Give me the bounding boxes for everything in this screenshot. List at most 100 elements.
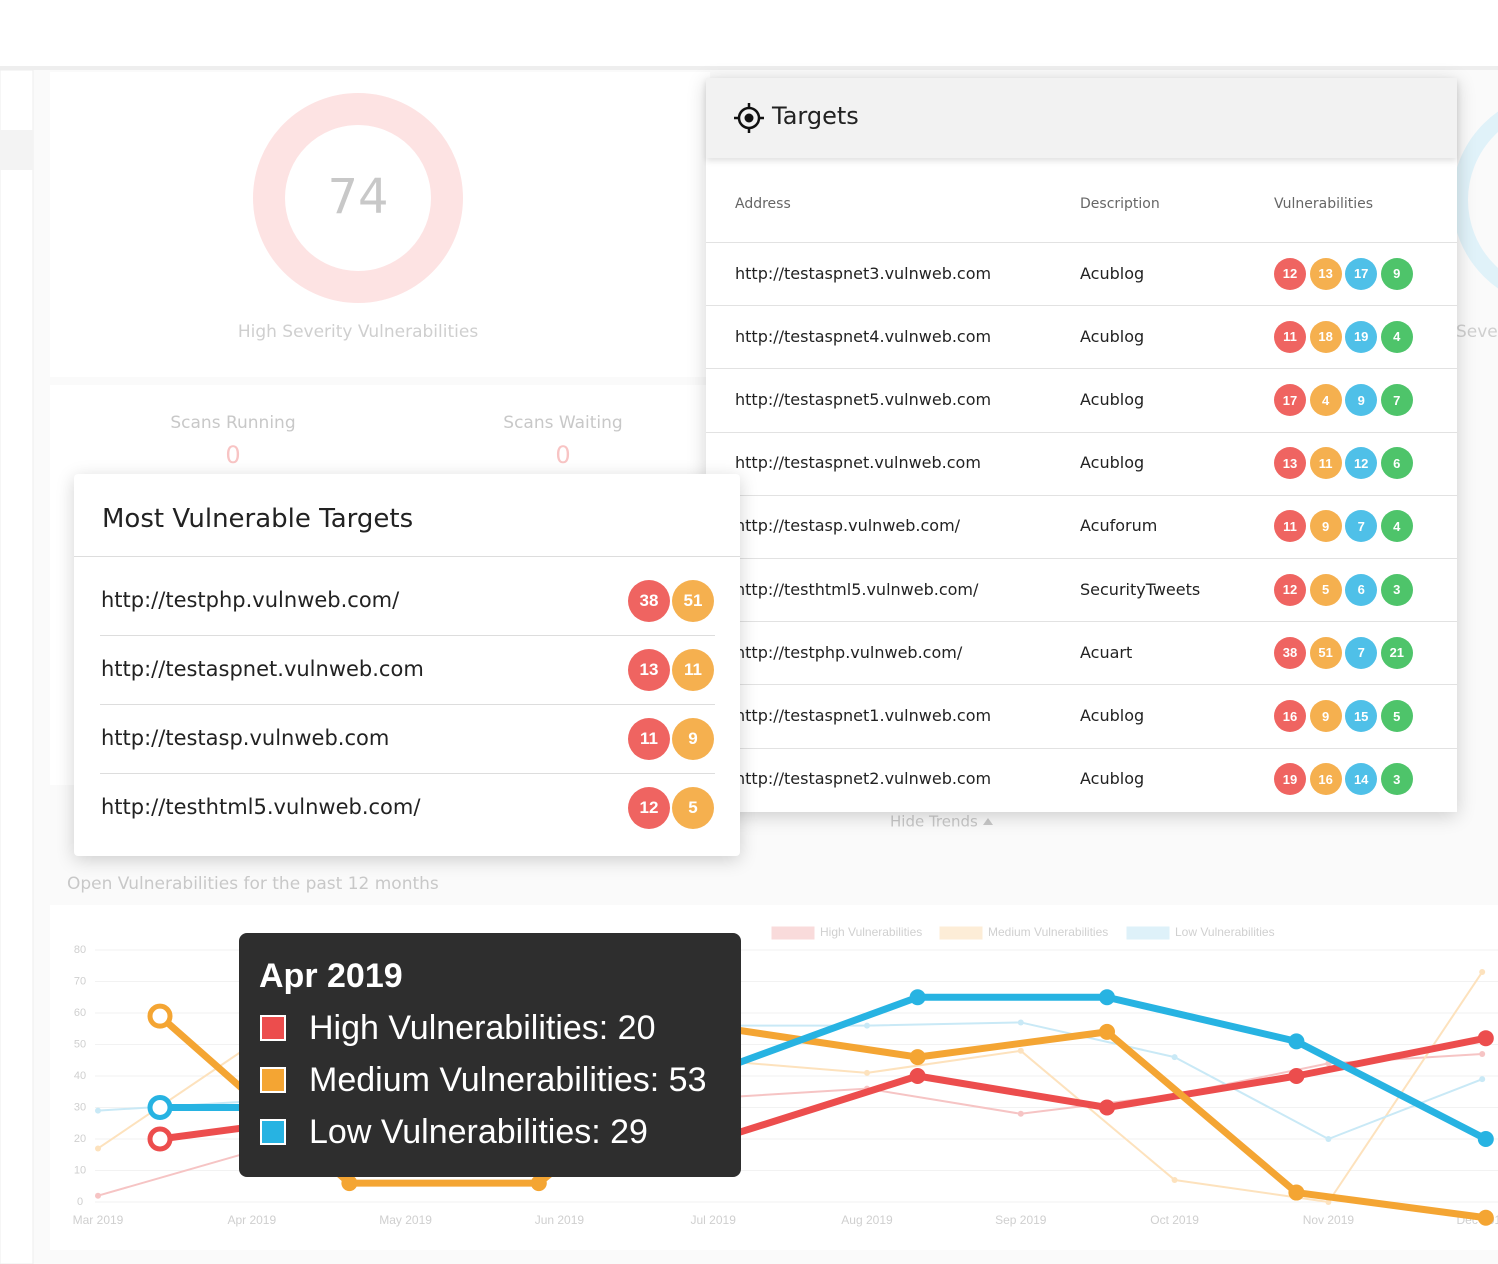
- scan-label: Scans Running: [170, 413, 295, 433]
- y-tick-label: 40: [74, 1070, 86, 1082]
- top-bar-shadow: [0, 66, 1498, 70]
- target-address: http://testaspnet.vulnweb.com: [101, 657, 424, 681]
- vulnerability-badge: 11: [628, 718, 670, 760]
- vulnerability-badge: 4: [1380, 510, 1413, 543]
- data-point: [1477, 1030, 1494, 1047]
- data-point: [1288, 1033, 1305, 1050]
- vulnerability-badge: 17: [1274, 384, 1306, 416]
- vulnerability-badge: 5: [1309, 573, 1342, 606]
- trend-line: [157, 1013, 1487, 1222]
- row-divider: [706, 431, 1457, 433]
- target-address: http://testhtml5.vulnweb.com/: [735, 579, 979, 599]
- data-point: [95, 1107, 101, 1114]
- vulnerability-badge: 4: [1380, 320, 1413, 353]
- data-point: [1171, 1054, 1178, 1061]
- vulnerability-badge: 6: [1380, 447, 1413, 480]
- card-title: Targets: [772, 102, 859, 130]
- vulnerability-badge: 4: [1309, 384, 1342, 416]
- scan-label: Scans Waiting: [503, 413, 622, 433]
- y-tick-label: 70: [74, 975, 86, 987]
- vulnerability-badge: 6: [1345, 573, 1378, 606]
- row-divider: [706, 494, 1457, 496]
- vulnerability-badge: 5: [672, 787, 714, 829]
- data-point: [95, 1192, 101, 1199]
- x-tick-label: Sep 2019: [995, 1213, 1047, 1227]
- vulnerability-badge: 17: [1345, 257, 1378, 290]
- x-tick-label: May 2019: [379, 1213, 432, 1227]
- vulnerability-badge: 7: [1345, 510, 1378, 543]
- vulnerability-badge: 11: [1274, 320, 1306, 353]
- vulnerability-badge: 21: [1380, 636, 1413, 669]
- donut: [253, 93, 463, 303]
- legend-label: High Vulnerabilities: [820, 925, 922, 939]
- target-address: http://testaspnet4.vulnweb.com: [735, 326, 992, 346]
- caret-icon: [983, 818, 993, 825]
- data-point: [1171, 1176, 1178, 1183]
- vulnerability-badge: 18: [1309, 320, 1342, 353]
- sidebar-item: [0, 130, 33, 170]
- x-tick-label: Nov 2019: [1303, 1213, 1355, 1227]
- donut-value: 74: [327, 169, 388, 225]
- data-point: [147, 1095, 173, 1120]
- most-vulnerable-card: Most Vulnerable Targets http://testphp.v…: [74, 474, 740, 856]
- column-header: Vulnerabilities: [1274, 196, 1374, 212]
- data-point: [1099, 1099, 1115, 1116]
- target-address: http://testaspnet2.vulnweb.com: [735, 769, 992, 789]
- vulnerability-badge: 12: [628, 787, 670, 829]
- target-description: Acuforum: [1080, 516, 1158, 536]
- data-point: [1017, 1110, 1024, 1117]
- target-address: http://testaspnet1.vulnweb.com: [735, 706, 992, 725]
- y-tick-label: 80: [74, 944, 86, 956]
- chart-tooltip: Apr 2019 High Vulnerabilities: 20 Medium …: [239, 933, 741, 1177]
- row-divider: [706, 305, 1457, 307]
- x-tick-label: Aug 2019: [841, 1213, 893, 1227]
- y-tick-label: 10: [74, 1164, 86, 1176]
- vulnerability-badge: 13: [1274, 447, 1306, 480]
- vulnerability-badge: 13: [1309, 257, 1342, 290]
- target-address: http://testasp.vulnweb.com/: [735, 516, 961, 536]
- vulnerability-badge: 15: [1345, 700, 1378, 732]
- top-bar: [0, 0, 1498, 66]
- target-description: Acublog: [1080, 453, 1145, 473]
- vulnerability-badge: 51: [1309, 636, 1342, 669]
- vulnerability-badge: 9: [672, 718, 714, 760]
- vulnerability-badge: 12: [1274, 573, 1306, 606]
- vulnerability-badge: 14: [1345, 763, 1378, 796]
- row-divider: [100, 773, 715, 774]
- legend-label: Low Vulnerabilities: [1175, 925, 1275, 939]
- legend-label: Medium Vulnerabilities: [988, 925, 1108, 939]
- x-tick-label: Oct 2019: [1150, 1213, 1199, 1227]
- target-address: http://testasp.vulnweb.com: [101, 726, 390, 750]
- vulnerability-badge: 16: [1309, 763, 1342, 796]
- data-point: [95, 1145, 101, 1152]
- card-title: Most Vulnerable Targets: [102, 504, 414, 534]
- data-point: [1288, 1184, 1305, 1201]
- data-point: [909, 989, 926, 1006]
- scan-value: 0: [225, 441, 240, 469]
- vulnerability-badge: 11: [672, 649, 714, 691]
- vulnerability-badge: 11: [1309, 447, 1342, 480]
- target-description: Acuart: [1080, 642, 1133, 662]
- vulnerability-badge: 38: [628, 580, 670, 622]
- y-tick-label: 0: [77, 1196, 83, 1208]
- targets-card: Targets Address Description Vulnerabilitie…: [706, 78, 1457, 812]
- target-address: http://testaspnet3.vulnweb.com: [735, 263, 992, 283]
- data-point: [864, 1022, 870, 1029]
- legend-swatch: [260, 1015, 286, 1041]
- card-header: Targets: [706, 78, 1457, 158]
- scan-value: 0: [555, 441, 570, 469]
- vulnerability-badge: 13: [628, 649, 670, 691]
- vulnerability-badge: 19: [1345, 320, 1378, 353]
- y-tick-label: 20: [74, 1133, 86, 1145]
- data-point: [909, 1068, 926, 1084]
- data-point: [147, 1003, 173, 1029]
- target-description: SecurityTweets: [1080, 579, 1201, 599]
- hide-trends[interactable]: Hide Trends: [890, 813, 978, 831]
- data-point: [1479, 969, 1486, 976]
- donut-label: High Severity Vulnerabilities: [238, 322, 479, 342]
- column-header: Address: [735, 196, 791, 212]
- vulnerability-badge: 38: [1274, 636, 1306, 669]
- row-divider: [706, 368, 1457, 370]
- y-tick-label: 30: [74, 1101, 86, 1113]
